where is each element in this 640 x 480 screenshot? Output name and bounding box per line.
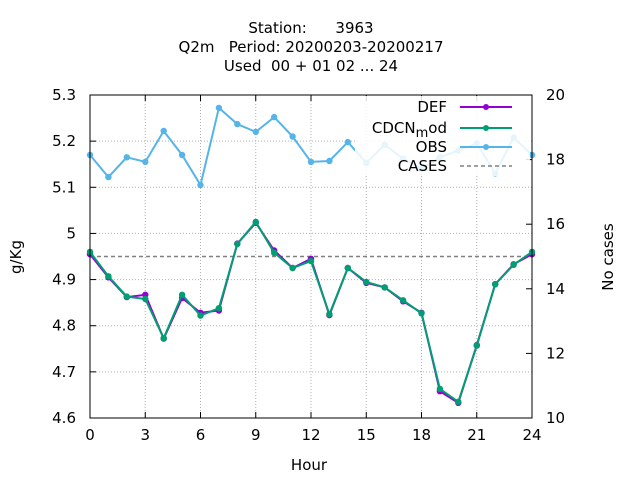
data-point-cdcn-mod <box>105 273 112 280</box>
data-point-cdcn-mod <box>344 264 351 272</box>
legend-label-obs: OBS <box>416 138 447 156</box>
data-point-obs <box>215 104 223 112</box>
series-line-def <box>89 221 533 405</box>
data-point-cdcn-mod <box>326 311 333 318</box>
y2-tick-label: 14 <box>546 280 565 298</box>
data-point-cdcn-mod <box>197 312 204 319</box>
legend-label-cdcn-mod: CDCNmod <box>372 119 447 141</box>
data-point-cdcn-mod <box>252 218 259 226</box>
legend-label-cases: CASES <box>398 157 447 175</box>
data-point-cdcn-mod <box>399 297 407 304</box>
data-point-cdcn-mod <box>234 240 241 248</box>
data-point-cdcn-mod <box>142 295 149 303</box>
legend-marker-cdcn-mod <box>483 125 489 131</box>
y2-tick-label: 20 <box>546 86 565 104</box>
data-point-cdcn-mod <box>381 284 388 291</box>
data-point-obs <box>197 181 204 189</box>
data-point-cdcn-mod <box>271 249 278 256</box>
legend-marker-def <box>483 104 489 110</box>
chart-title-line-3: Used 00 + 01 02 ... 24 <box>224 57 398 75</box>
x-tick-label: 6 <box>196 426 206 444</box>
data-point-cdcn-mod <box>473 342 480 349</box>
data-point-obs <box>105 173 112 181</box>
data-point-cdcn-mod <box>510 261 517 268</box>
legend-entry-cases: CASES <box>398 157 512 175</box>
x-tick-label: 0 <box>85 426 95 444</box>
x-tick-label: 18 <box>412 426 431 444</box>
legend-entry-def: DEF <box>417 98 512 116</box>
data-point-cdcn-mod <box>455 398 462 405</box>
data-point-obs <box>234 120 241 128</box>
y-tick-label: 5.3 <box>52 86 76 104</box>
data-point-obs <box>289 133 296 140</box>
data-point-cdcn-mod <box>363 278 370 286</box>
y2-tick-label: 18 <box>546 151 565 169</box>
data-point-cdcn-mod <box>436 385 444 393</box>
chart-title-line-1: Station: 3963 <box>248 19 373 37</box>
legend-background <box>355 96 530 176</box>
data-point-obs <box>271 113 278 121</box>
data-point-cdcn-mod <box>418 310 425 317</box>
y-tick-label: 5.1 <box>52 178 76 196</box>
data-point-obs <box>307 158 315 166</box>
legend-entry-obs: OBS <box>416 138 512 156</box>
legend: DEF CDCNmod OBS CASES <box>355 96 530 176</box>
data-point-obs <box>344 138 351 146</box>
y-tick-label: 4.9 <box>52 271 76 289</box>
data-point-obs <box>142 158 149 166</box>
y-tick-label: 4.7 <box>52 363 76 381</box>
data-point-obs <box>123 154 130 161</box>
data-point-cdcn-mod <box>492 281 499 288</box>
data-point-cdcn-mod <box>215 305 223 312</box>
x-tick-label: 3 <box>140 426 150 444</box>
legend-label-def: DEF <box>417 98 447 116</box>
y2-axis-label: No cases <box>599 223 617 291</box>
data-point-cdcn-mod <box>307 257 315 265</box>
y-tick-label: 5 <box>66 224 76 242</box>
legend-entry-cdcn-mod: CDCNmod <box>372 119 512 141</box>
x-tick-label: 15 <box>357 426 376 444</box>
series-layer <box>86 104 536 406</box>
data-point-obs <box>160 127 167 135</box>
x-tick-label: 9 <box>251 426 261 444</box>
legend-label-cdcn-main: CDCN <box>372 119 416 137</box>
x-tick-label: 12 <box>301 426 320 444</box>
chart-title-line-2: Q2m Period: 20200203-20200217 <box>179 38 444 56</box>
x-tick-label: 21 <box>467 426 486 444</box>
legend-marker-obs <box>483 144 489 150</box>
data-point-obs <box>326 157 333 165</box>
x-axis-label: Hour <box>291 456 328 474</box>
y-tick-label: 4.6 <box>52 409 76 427</box>
y-tick-label: 4.8 <box>52 317 76 335</box>
y2-tick-label: 12 <box>546 344 565 362</box>
ticks: 0 3 6 9 12 15 18 21 24 4.6 4.7 4.8 4.9 5 5.1 5.2 5.3 10 12… <box>52 86 565 444</box>
data-point-cdcn-mod <box>160 335 167 342</box>
data-point-cdcn-mod <box>289 264 296 272</box>
legend-label-cdcn-tail: od <box>428 119 447 137</box>
data-point-obs <box>178 151 186 159</box>
y-axis-label: g/Kg <box>7 240 25 274</box>
data-point-obs <box>252 128 259 136</box>
data-point-cdcn-mod <box>178 291 186 298</box>
y2-tick-label: 16 <box>546 215 565 233</box>
data-point-cdcn-mod <box>123 293 130 300</box>
x-tick-label: 24 <box>522 426 541 444</box>
y2-tick-label: 10 <box>546 409 565 427</box>
y-tick-label: 5.2 <box>52 132 76 150</box>
legend-label-cdcn-sub: m <box>416 126 429 141</box>
